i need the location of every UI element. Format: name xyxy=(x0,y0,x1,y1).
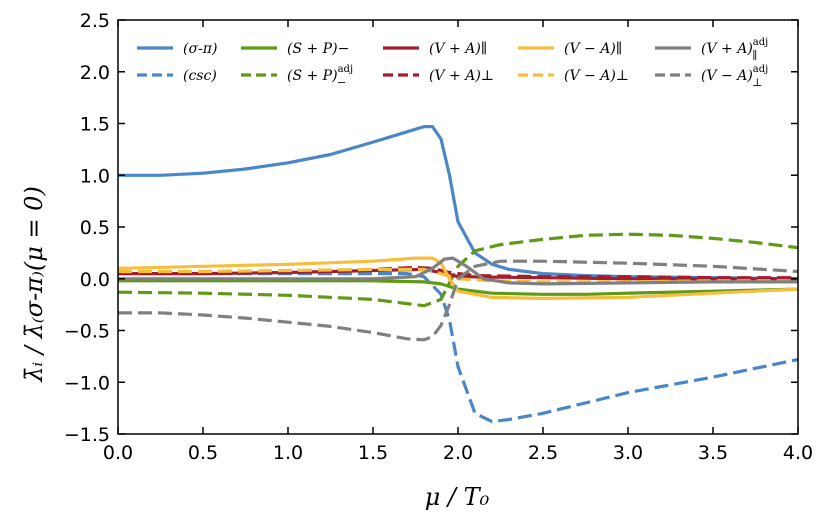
x-tick-label: 3.0 xyxy=(613,442,643,464)
y-tick-label: −1.0 xyxy=(64,372,110,394)
y-tick-label: 0.5 xyxy=(80,217,110,239)
legend-label: (V + A)⊥ xyxy=(429,68,494,84)
y-tick-label: −1.5 xyxy=(64,424,110,446)
legend-label: (σ-π) xyxy=(183,41,217,57)
x-tick-label: 2.0 xyxy=(443,442,473,464)
x-tick-label: 1.5 xyxy=(358,442,388,464)
x-tick-label: 0.0 xyxy=(103,442,133,464)
series-line-0 xyxy=(118,125,799,281)
legend-label: (V − A)∥ xyxy=(564,41,622,57)
series-line-3 xyxy=(117,232,799,308)
series-line-5 xyxy=(118,265,798,280)
y-tick-label: 0.0 xyxy=(80,269,110,291)
x-tick-label: 4.0 xyxy=(783,442,813,464)
series-layer xyxy=(117,125,799,424)
x-tick-label: 0.5 xyxy=(188,442,218,464)
y-tick-label: −0.5 xyxy=(64,321,110,343)
legend-item: (V + A)⊥ xyxy=(383,68,494,84)
legend-item: (σ-π) xyxy=(137,41,217,57)
y-tick-label: 2.0 xyxy=(80,62,110,84)
axes-layer: 0.0 0.5 1.0 1.5 2.0 2.5 3.0 3.5 4.0 −1.5 −1.0 −0.5 0… xyxy=(64,10,813,464)
y-axis-title: λ̄ᵢ / λ̄₍σ-π₎(μ = 0) xyxy=(20,186,48,383)
legend-label: (S + P)− xyxy=(287,41,349,57)
x-tick-label: 3.5 xyxy=(698,442,728,464)
legend: (σ-π) (csc) (S + P)− (S + P)adj − (V + A)∥ (V … xyxy=(137,37,768,89)
legend-label: (S + P)adj − xyxy=(287,64,353,89)
legend-item: (V − A)⊥ xyxy=(518,68,629,84)
legend-label: (V + A)adj ∥ xyxy=(701,37,768,62)
legend-item: (V + A)∥ xyxy=(383,41,487,57)
series-line-9 xyxy=(118,259,799,342)
legend-item: (S + P)− xyxy=(241,41,349,57)
x-axis-title: μ / T₀ xyxy=(425,483,490,511)
legend-label: (csc) xyxy=(183,68,217,84)
legend-label: (V − A)adj ⊥ xyxy=(701,64,768,89)
x-tick-label: 2.5 xyxy=(528,442,558,464)
legend-item: (csc) xyxy=(137,68,217,84)
legend-item: (S + P)adj − xyxy=(241,64,353,89)
y-tick-label: 1.0 xyxy=(80,165,110,187)
legend-label: (V + A)∥ xyxy=(429,41,487,57)
series-line-8 xyxy=(118,256,798,286)
legend-item: (V − A)∥ xyxy=(518,41,622,57)
legend-label: (V − A)⊥ xyxy=(564,68,629,84)
series-line-1 xyxy=(118,272,799,424)
legend-item: (V − A)adj ⊥ xyxy=(655,64,768,89)
legend-item: (V + A)adj ∥ xyxy=(655,37,768,62)
y-tick-label: 2.5 xyxy=(80,10,110,32)
x-tick-label: 1.0 xyxy=(273,442,303,464)
y-tick-label: 1.5 xyxy=(80,114,110,136)
series-line-6 xyxy=(117,256,799,300)
